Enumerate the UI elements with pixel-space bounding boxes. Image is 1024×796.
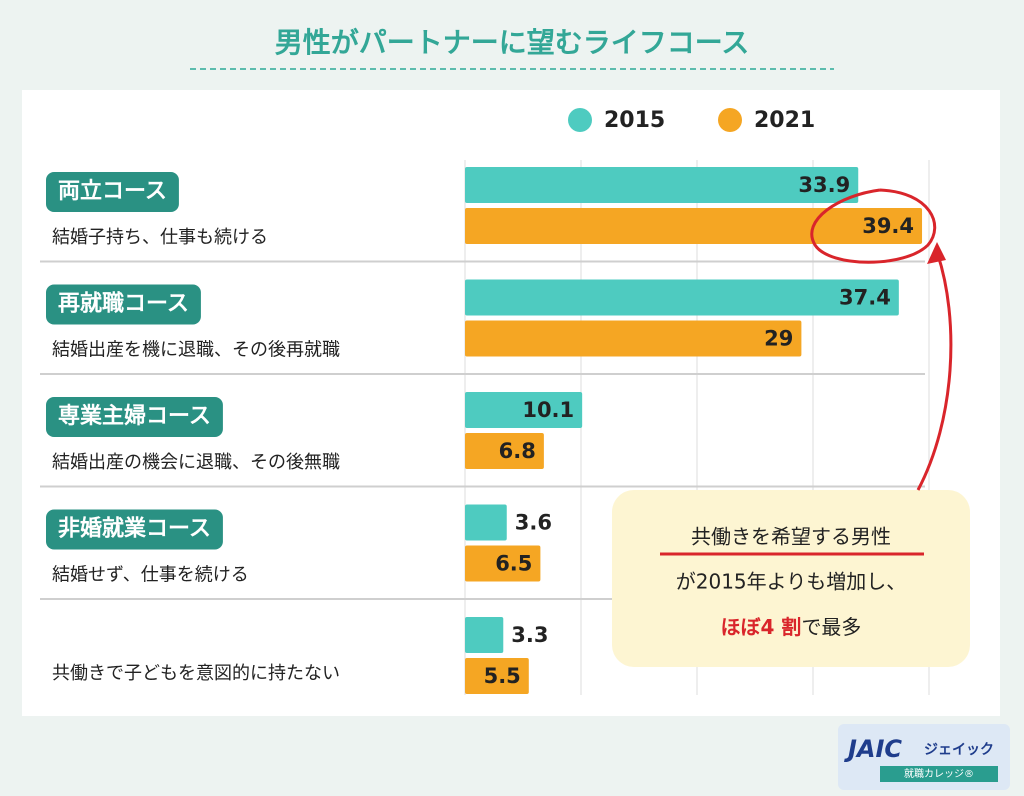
bar [465, 545, 541, 582]
category-description: 結婚せず、仕事を続ける [52, 565, 249, 586]
value-label: 3.3 [511, 623, 548, 647]
value-label: 33.9 [798, 173, 850, 197]
annotation-text: で最多 [801, 615, 861, 639]
bar [465, 208, 923, 244]
value-label: 6.5 [495, 552, 532, 576]
logo-name: ジェイック [924, 742, 994, 758]
category-tag [46, 509, 223, 550]
chart-title: 男性がパートナーに望むライフコース [275, 26, 750, 59]
category-tag [46, 397, 223, 437]
category-tag [46, 284, 201, 325]
category-tag [46, 172, 179, 212]
value-label: 37.4 [839, 286, 891, 310]
value-label: 5.5 [484, 664, 521, 688]
bar [465, 617, 504, 653]
legend-swatch [568, 108, 592, 132]
highlight-circle [810, 188, 937, 264]
bar [465, 167, 859, 203]
category-label: 両立コース [58, 179, 167, 204]
legend-label: 2021 [754, 108, 815, 133]
logo: JAIC ジェイック 就職カレッジ® [838, 724, 1010, 790]
value-label: 10.1 [522, 398, 574, 422]
logo-sub: 就職カレッジ® [904, 767, 974, 780]
bar [465, 504, 507, 541]
bar [465, 320, 802, 357]
annotation-highlight: ほぼ4 割 [721, 615, 802, 639]
annotation-line: 共働きを希望する男性 [691, 525, 891, 549]
annotation-box [612, 490, 970, 667]
category-description: 結婚出産を機に退職、その後再就職 [52, 340, 340, 361]
annotation-line: が2015年よりも増加し、 [676, 570, 907, 594]
logo-band [880, 766, 998, 782]
category-label: 再就職コース [58, 291, 189, 317]
category-description: 共働きで子どもを意図的に持たない [52, 663, 340, 684]
legend-label: 2015 [604, 108, 665, 133]
annotation: 共働きを希望する男性 が2015年よりも増加し、 ほぼ4 割で最多 [612, 188, 970, 667]
bar [465, 433, 544, 469]
legend-swatch [718, 108, 742, 132]
value-label: 39.4 [862, 214, 914, 238]
value-label: 3.6 [515, 511, 552, 535]
bar [465, 279, 899, 316]
arrow-head [927, 242, 946, 264]
annotation-line: ほぼ4 割で最多 [721, 615, 862, 639]
bar [465, 392, 583, 428]
category-description: 結婚出産の機会に退職、その後無職 [52, 452, 340, 473]
value-label: 29 [764, 327, 793, 351]
category-description: 結婚子持ち、仕事も続ける [52, 227, 268, 248]
category-label: 非婚就業コース [58, 516, 211, 542]
value-label: 6.8 [499, 439, 536, 463]
arrow [916, 251, 953, 491]
category-label: 専業主婦コース [58, 403, 211, 429]
bar [465, 658, 529, 694]
logo-mark: JAIC [844, 735, 902, 763]
